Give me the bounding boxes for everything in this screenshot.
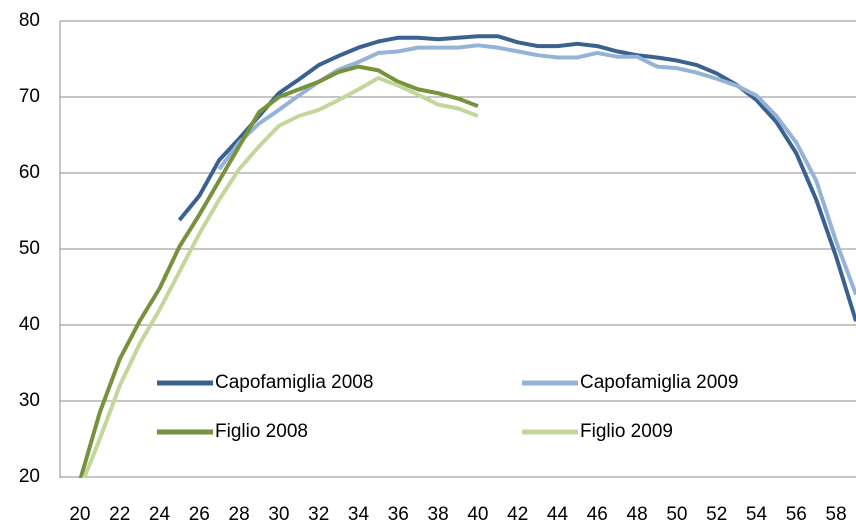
x-tick-label: 54: [746, 504, 768, 525]
x-tick-label: 50: [666, 504, 687, 525]
series-line: [78, 64, 479, 478]
x-tick-label: 48: [627, 504, 648, 525]
x-tick-label: 22: [109, 504, 130, 525]
series-line: [177, 34, 856, 322]
x-tick-label: 46: [587, 504, 608, 525]
x-tick-label: 28: [229, 504, 250, 525]
y-tick-label: 60: [19, 162, 40, 183]
legend-label: Figlio 2008: [215, 421, 308, 442]
x-tick-label: 56: [786, 504, 807, 525]
series-line: [81, 76, 479, 478]
x-tick-label: 52: [706, 504, 727, 525]
x-tick-label: 32: [308, 504, 329, 525]
legend-label: Figlio 2009: [580, 421, 673, 442]
x-tick-label: 36: [388, 504, 409, 525]
x-tick-label: 20: [69, 504, 90, 525]
y-tick-label: 70: [19, 86, 40, 107]
x-tick-label: 38: [428, 504, 449, 525]
y-tick-label: 40: [19, 314, 40, 335]
y-tick-label: 50: [19, 238, 40, 259]
legend-label: Capofamiglia 2008: [215, 372, 373, 393]
x-tick-label: 26: [189, 504, 210, 525]
x-tick-label: 44: [547, 504, 569, 525]
x-tick-label: 40: [467, 504, 488, 525]
legend-label: Capofamiglia 2009: [580, 372, 738, 393]
x-tick-label: 58: [826, 504, 847, 525]
y-tick-label: 30: [19, 390, 40, 411]
x-tick-label: 30: [268, 504, 289, 525]
y-tick-label: 20: [19, 466, 40, 487]
x-tick-label: 34: [348, 504, 370, 525]
x-tick-label: 24: [149, 504, 171, 525]
y-tick-label: 80: [19, 10, 40, 31]
x-tick-label: 42: [507, 504, 528, 525]
